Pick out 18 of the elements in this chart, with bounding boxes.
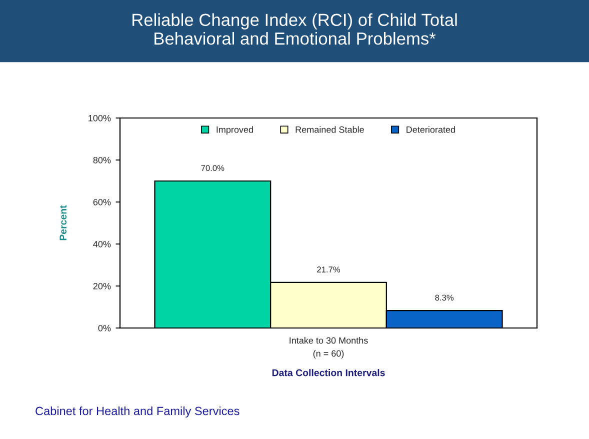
y-axis-title: Percent xyxy=(60,205,67,240)
x-tick-label: Intake to 30 Months xyxy=(290,337,368,344)
x-axis-title: Data Collection Intervals xyxy=(272,369,385,376)
legend-label: Remained Stable xyxy=(296,126,364,133)
y-tick-label: 40% xyxy=(93,240,111,248)
data-label: 21.7% xyxy=(317,266,340,272)
y-tick-label: 60% xyxy=(93,198,111,206)
legend-label: Improved xyxy=(216,126,253,135)
chart-title: Reliable Change Index (RCI) of Child Total Behavioral and Emotional Problems* xyxy=(132,13,457,45)
data-label: 8.3% xyxy=(435,294,454,301)
y-tick-label: 80% xyxy=(93,156,111,164)
y-tick-label: 20% xyxy=(93,282,111,290)
text: Cabinet for Health and Family Services xyxy=(36,406,240,418)
legend-label: Deteriorated xyxy=(406,126,455,133)
text: (n = 60) xyxy=(313,350,344,358)
data-label: 70.0% xyxy=(201,165,224,172)
y-tick-label: 0% xyxy=(98,324,111,332)
y-tick-label: 100% xyxy=(88,114,111,122)
